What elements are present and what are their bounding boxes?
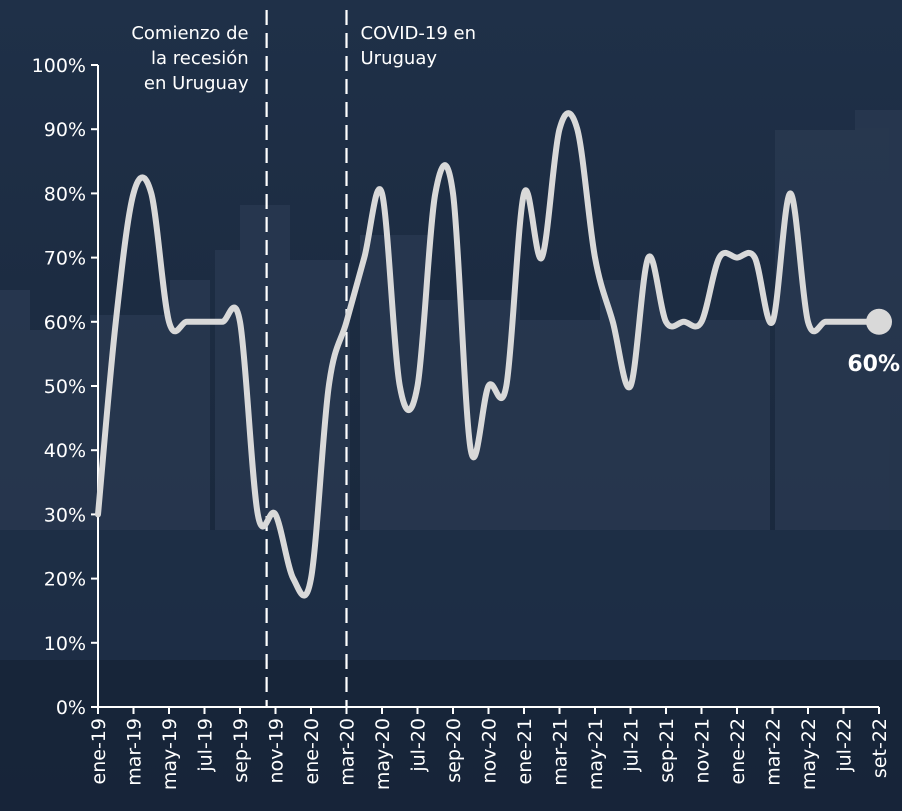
y-tick-label: 10% <box>44 633 86 655</box>
x-tick-label: may-22 <box>798 718 820 790</box>
x-tick-label: ene-20 <box>301 718 323 784</box>
y-tick-label: 90% <box>44 119 86 141</box>
y-tick-label: 60% <box>44 312 86 334</box>
y-tick-label: 20% <box>44 569 86 591</box>
axes: 0% 10% 20% 30% 40% 50% 60% 70% 80% 90% 100% ene-19 m… <box>32 55 891 790</box>
x-tick-label: sep-20 <box>443 718 465 783</box>
x-tick-label: may-21 <box>585 718 607 790</box>
annotation-text: COVID-19 en <box>361 23 477 44</box>
x-tick-label: may-19 <box>159 718 181 790</box>
y-tick-label: 40% <box>44 440 86 462</box>
x-tick-label: sep-21 <box>656 718 678 783</box>
x-tick-label: mar-20 <box>337 718 359 786</box>
y-tick-label: 100% <box>32 55 86 77</box>
y-tick-label: 80% <box>44 183 86 205</box>
series: 60% <box>95 110 900 599</box>
x-tick-label: mar-19 <box>124 718 146 786</box>
x-tick-label: set-22 <box>869 718 891 778</box>
annotation-text: en Uruguay <box>144 73 249 94</box>
x-tick-label: nov-21 <box>692 718 714 783</box>
x-tick-label: may-20 <box>372 718 394 790</box>
x-tick-label: jul-21 <box>621 718 643 773</box>
x-tick-label: nov-19 <box>266 718 288 783</box>
x-tick-label: ene-21 <box>514 718 536 784</box>
annotation-text: la recesión <box>151 48 249 69</box>
x-tick-label: nov-20 <box>479 718 501 783</box>
x-tick-label: jul-20 <box>408 718 430 773</box>
x-tick-label: ene-19 <box>88 718 110 784</box>
y-tick-label: 70% <box>44 248 86 270</box>
x-tick-label: ene-22 <box>727 718 749 784</box>
annotation-text: Comienzo de <box>131 23 248 44</box>
x-tick-label: jul-19 <box>195 718 217 773</box>
x-tick-label: sep-19 <box>230 718 252 783</box>
x-tick-label: mar-21 <box>550 718 572 786</box>
annotations: Comienzo de la recesión en Uruguay COVID-19… <box>131 10 476 707</box>
x-tick-label: jul-22 <box>834 718 856 773</box>
y-tick-label: 0% <box>56 697 86 719</box>
y-tick-label: 30% <box>44 504 86 526</box>
end-value-label: 60% <box>847 352 900 377</box>
series-end-point <box>866 308 892 335</box>
x-tick-label: mar-22 <box>763 718 785 786</box>
y-tick-label: 50% <box>44 376 86 398</box>
series-line <box>95 110 882 599</box>
annotation-text: Uruguay <box>361 48 438 69</box>
